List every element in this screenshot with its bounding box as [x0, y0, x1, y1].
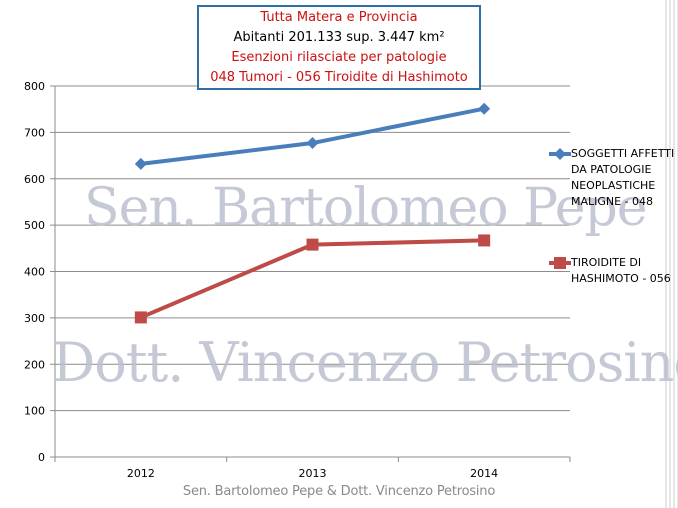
y-tick-label: 0	[38, 451, 45, 464]
data-point-series-2	[478, 234, 491, 247]
title-line-2: Abitanti 201.133 sup. 3.447 km²	[233, 30, 445, 45]
legend-label-series-2: TIROIDITE DI HASHIMOTO - 056	[571, 256, 671, 285]
y-tick-label: 600	[24, 173, 45, 186]
legend-marker-series-2	[554, 257, 566, 269]
series-line-1	[140, 106, 485, 166]
title-line-1: Tutta Matera e Provincia	[260, 10, 418, 25]
legend-marker-series-1	[554, 148, 566, 160]
x-tick-label: 2014	[470, 467, 498, 480]
data-point-series-1	[134, 157, 147, 170]
title-line-3: Esenzioni rilasciate per patologie	[231, 50, 447, 65]
data-point-series-1	[478, 102, 491, 115]
data-point-series-2	[134, 311, 147, 324]
footer-credit: Sen. Bartolomeo Pepe & Dott. Vincenzo Pe…	[182, 484, 496, 499]
y-tick-label: 300	[24, 312, 45, 325]
y-tick-label: 700	[24, 126, 45, 139]
y-tick-label: 200	[24, 358, 45, 371]
chart-title-box: Tutta Matera e Provincia Abitanti 201.13…	[197, 5, 481, 90]
y-tick-label: 500	[24, 219, 45, 232]
y-tick-label: 800	[24, 80, 45, 93]
side-stripes-decoration	[664, 0, 678, 508]
title-line-4: 048 Tumori - 056 Tiroidite di Hashimoto	[210, 70, 468, 85]
x-tick-label: 2012	[127, 467, 155, 480]
data-point-series-2	[306, 238, 319, 251]
data-point-series-1	[306, 137, 319, 150]
y-tick-label: 100	[24, 405, 45, 418]
x-tick-label: 2013	[299, 467, 327, 480]
legend-label-series-1: SOGGETTI AFFETTI DA PATOLOGIE NEOPLASTIC…	[571, 147, 675, 208]
series-line-2	[140, 238, 485, 320]
y-tick-label: 400	[24, 266, 45, 279]
